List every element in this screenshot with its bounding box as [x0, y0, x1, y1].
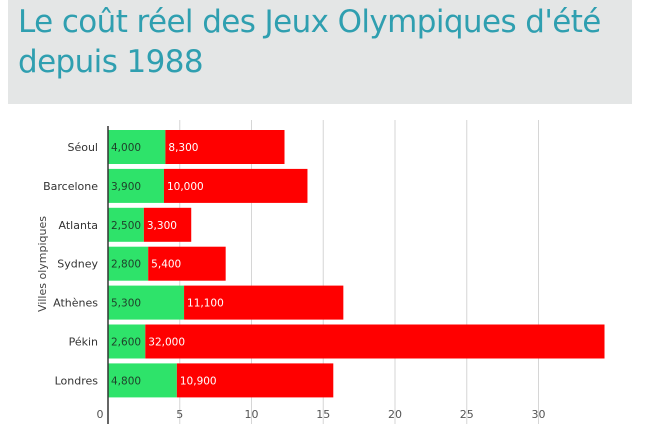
- data-label: 4,800: [111, 375, 141, 387]
- category-label: Sydney: [57, 258, 98, 271]
- x-tick-label: 10: [245, 408, 259, 421]
- category-label: Atlanta: [59, 219, 98, 232]
- bar-segment-red: [163, 168, 308, 203]
- data-label: 10,900: [180, 375, 217, 387]
- bar-segment-green: [108, 246, 149, 281]
- data-label: 5,400: [151, 259, 181, 271]
- bar-segment-red: [184, 285, 344, 320]
- bar-segment-green: [108, 363, 177, 398]
- x-tick-label: 20: [388, 408, 402, 421]
- category-label: Séoul: [67, 141, 98, 154]
- category-label: Athènes: [53, 297, 98, 310]
- data-label: 4,000: [111, 142, 141, 154]
- bar-segment-red: [143, 207, 192, 242]
- data-label: 32,000: [148, 337, 185, 349]
- data-label: 10,000: [167, 181, 204, 193]
- data-label: 8,300: [168, 142, 198, 154]
- bar-segment-red: [145, 324, 605, 359]
- x-tick-labels: 0 5 10 15 20 25 30: [97, 408, 546, 421]
- category-label: Barcelone: [43, 180, 98, 193]
- category-label: Pékin: [69, 336, 98, 349]
- bar-segment-green: [108, 130, 166, 164]
- bar-segment-red: [165, 130, 285, 164]
- x-tick-label: 5: [176, 408, 183, 421]
- data-label: 3,900: [111, 181, 141, 193]
- category-labels: Séoul Barcelone Atlanta Sydney Athènes Pékin L…: [43, 141, 98, 387]
- data-label: 2,800: [111, 259, 141, 271]
- bar-segment-green: [108, 207, 144, 242]
- x-tick-label: 15: [316, 408, 330, 421]
- data-label: 5,300: [111, 298, 141, 310]
- data-label: 2,500: [111, 220, 141, 232]
- bar-segment-red: [148, 246, 226, 281]
- data-label: 3,300: [147, 220, 177, 232]
- chart-title: Le coût réel des Jeux Olympiques d'été d…: [18, 4, 601, 80]
- bars: [108, 130, 605, 398]
- x-tick-label: 25: [460, 408, 474, 421]
- bar-segment-green: [108, 285, 185, 320]
- bar-segment-green: [108, 168, 164, 203]
- bar-segment-red: [176, 363, 334, 398]
- data-labels: 4,000 8,300 3,900 10,000 2,500 3,300 2,800 5,40…: [111, 142, 224, 387]
- x-tick-label: 0: [97, 408, 104, 421]
- category-label: Londres: [55, 374, 99, 387]
- y-axis-label: Villes olympiques: [36, 216, 49, 312]
- bar-segment-green: [108, 324, 146, 359]
- data-label: 11,100: [187, 298, 224, 310]
- data-label: 2,600: [111, 337, 141, 349]
- title-banner: Le coût réel des Jeux Olympiques d'été d…: [8, 0, 632, 104]
- x-tick-label: 30: [532, 408, 546, 421]
